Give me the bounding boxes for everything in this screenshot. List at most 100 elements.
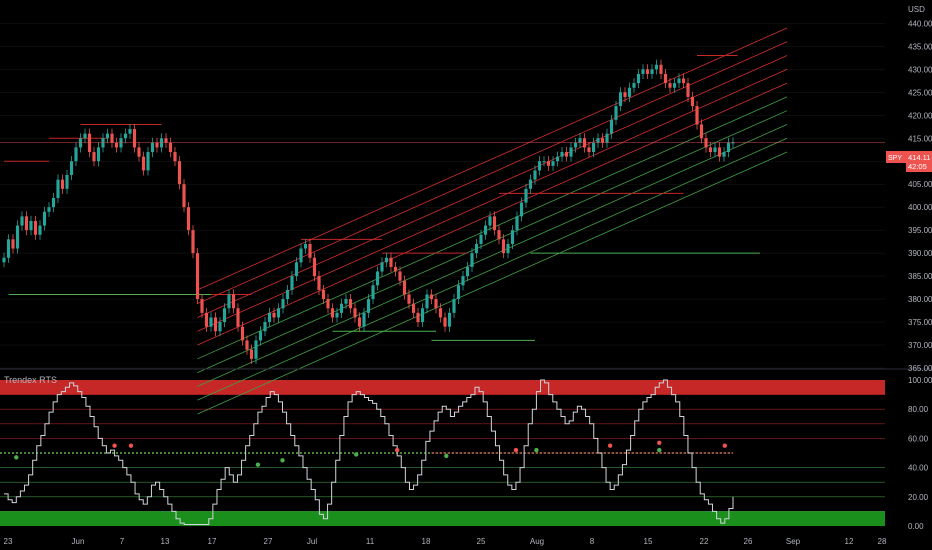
price-tick: 420.00	[908, 111, 932, 120]
candle-body	[717, 147, 722, 157]
candle-body	[524, 188, 528, 203]
candle-body	[393, 266, 398, 272]
channel-line	[197, 55, 788, 318]
buy-signal	[280, 458, 285, 463]
sell-signal	[657, 440, 662, 445]
candle-body	[654, 64, 659, 70]
oscillator-signals	[14, 440, 728, 467]
time-tick: 7	[120, 537, 125, 546]
candle-body	[425, 294, 429, 309]
candle-body	[551, 161, 555, 166]
osc-tick: 20.00	[908, 493, 929, 502]
time-tick: 18	[422, 537, 431, 546]
time-tick: Jul	[307, 537, 317, 546]
candle-body	[564, 152, 569, 157]
candle-body	[465, 266, 470, 277]
candle-body	[267, 312, 272, 323]
candle-body	[474, 243, 479, 254]
candle-body	[312, 257, 317, 277]
candle-body	[510, 230, 515, 244]
price-tick: 405.00	[908, 180, 932, 189]
candle-body	[56, 179, 60, 198]
overbought-zone	[0, 380, 885, 395]
indicator-name: Trendex RTS	[4, 375, 57, 385]
candle-body	[222, 308, 227, 323]
candle-body	[402, 280, 407, 295]
candle-body	[227, 294, 231, 309]
time-tick: 8	[590, 537, 595, 546]
price-tick: 375.00	[908, 318, 932, 327]
candle-body	[362, 312, 366, 327]
candle-body	[2, 257, 6, 263]
price-tick: 430.00	[908, 65, 932, 74]
buy-signal	[354, 452, 359, 457]
candle-body	[731, 142, 735, 144]
oscillator-series[interactable]	[4, 379, 734, 526]
candle-body	[218, 322, 222, 332]
time-axis[interactable]: 23 Jun 7 13 17 27 Jul 11 18 25 Aug 8 15 22 26 Sep 12 28	[4, 537, 887, 546]
osc-tick: 60.00	[908, 434, 929, 443]
candle-body	[272, 312, 276, 318]
candle-body	[164, 138, 168, 143]
price-tick: 370.00	[908, 341, 932, 350]
candle-body	[722, 152, 726, 157]
candle-body	[533, 170, 537, 180]
candle-body	[546, 161, 551, 166]
candle-body	[582, 138, 587, 148]
price-tick: 440.00	[908, 19, 932, 28]
candle-body	[650, 69, 654, 74]
candle-body	[663, 73, 668, 84]
candle-body	[69, 161, 74, 176]
last-price-badge: SPY 414.11 42:05	[886, 151, 932, 172]
candle-body	[591, 142, 596, 153]
candlestick-series[interactable]	[2, 59, 735, 364]
candle-body	[258, 331, 263, 341]
candle-body	[497, 230, 501, 240]
support-resistance-levels	[4, 55, 760, 341]
candle-body	[686, 83, 690, 97]
candle-body	[596, 138, 600, 143]
buy-signal	[444, 453, 449, 459]
candle-body	[321, 289, 326, 300]
candle-body	[245, 340, 249, 350]
candle-body	[600, 138, 605, 143]
candle-body	[375, 271, 380, 286]
candle-body	[357, 317, 362, 327]
candle-body	[78, 138, 83, 148]
candle-body	[38, 225, 42, 235]
candle-body	[555, 156, 560, 162]
candle-body	[290, 276, 294, 290]
time-tick: 15	[644, 537, 653, 546]
candle-body	[488, 216, 492, 226]
channel-line	[197, 96, 788, 360]
price-tick: 365.00	[908, 364, 932, 373]
oversold-zone	[0, 511, 885, 526]
candle-body	[182, 184, 186, 208]
candle-body	[150, 142, 155, 153]
price-axis[interactable]: USD 440.00 435.00 430.00 425.00 420.00 415.00…	[908, 5, 932, 373]
sell-signal	[513, 447, 519, 453]
candle-body	[353, 308, 357, 318]
time-tick: 27	[264, 537, 273, 546]
candle-body	[119, 138, 123, 148]
candle-body	[6, 239, 11, 258]
candle-body	[15, 225, 20, 249]
candle-body	[537, 161, 542, 171]
candle-body	[681, 78, 686, 84]
candle-body	[443, 317, 447, 327]
candle-body	[672, 83, 677, 88]
candle-body	[416, 312, 420, 323]
candle-body	[470, 253, 474, 267]
candle-body	[294, 262, 299, 277]
candle-body	[704, 138, 708, 148]
candle-body	[695, 106, 699, 125]
candle-body	[578, 138, 582, 143]
candle-body	[155, 142, 159, 148]
candle-body	[645, 69, 650, 74]
candle-body	[249, 349, 254, 359]
oscillator-axis[interactable]: 100.00 80.00 60.00 40.00 20.00 0.00	[908, 376, 932, 531]
buy-signal	[14, 455, 19, 460]
candle-body	[636, 73, 641, 84]
candle-body	[609, 119, 614, 134]
